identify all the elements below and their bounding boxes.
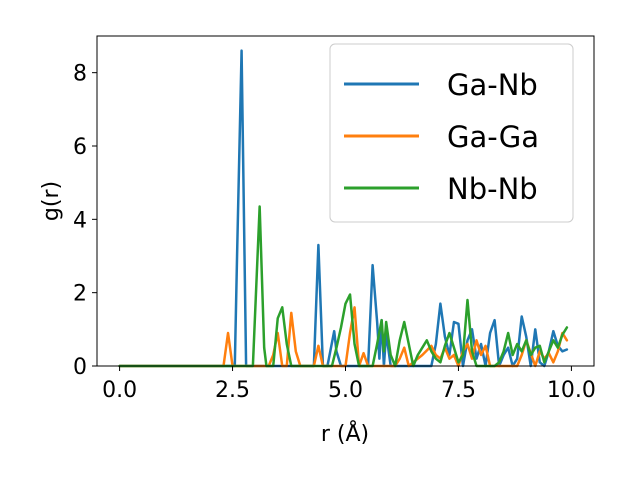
- legend-label-ga-ga: Ga-Ga: [447, 120, 539, 154]
- x-tick-label: 7.5: [441, 378, 476, 403]
- legend-label-ga-nb: Ga-Nb: [447, 68, 538, 102]
- x-axis: 0.0 2.5 5.0 7.5 10.0: [102, 366, 596, 403]
- x-axis-label: r (Å): [321, 420, 369, 447]
- x-tick-label: 0.0: [102, 378, 137, 403]
- y-tick-label: 4: [73, 208, 87, 233]
- x-tick-label: 5.0: [328, 378, 363, 403]
- legend-box: [329, 43, 574, 223]
- y-tick-label: 2: [73, 282, 87, 307]
- y-axis: 0 2 4 6 8: [73, 62, 97, 380]
- y-tick-label: 8: [73, 62, 87, 87]
- y-tick-label: 6: [73, 135, 87, 160]
- x-tick-label: 10.0: [547, 378, 596, 403]
- y-tick-label: 0: [73, 355, 87, 380]
- legend: Ga-Nb Ga-Ga Nb-Nb: [329, 43, 574, 223]
- legend-label-nb-nb: Nb-Nb: [447, 172, 538, 206]
- x-tick-label: 2.5: [215, 378, 250, 403]
- y-axis-label: g(r): [39, 181, 64, 221]
